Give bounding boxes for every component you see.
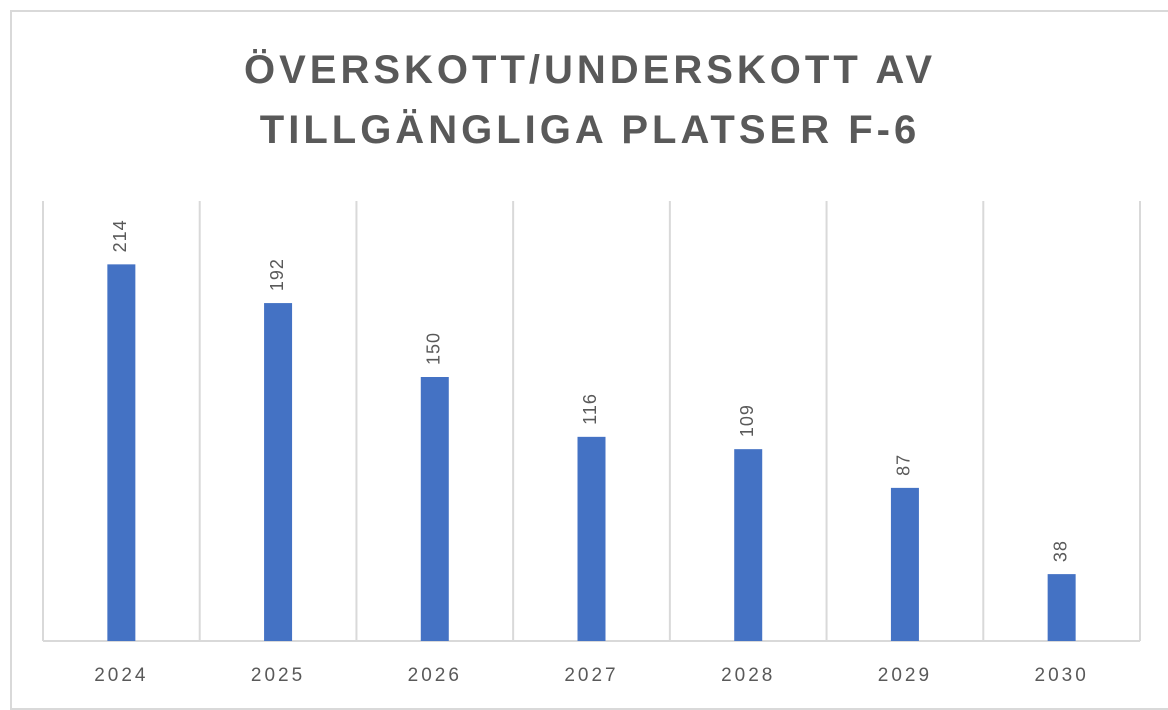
x-tick-label: 2029: [878, 665, 932, 686]
x-tick-label: 2024: [94, 665, 148, 686]
x-tick-label: 2030: [1035, 665, 1089, 686]
chart-title: ÖVERSKOTT/UNDERSKOTT AV TILLGÄNGLIGA PLA…: [243, 48, 937, 152]
bar: [577, 436, 606, 641]
data-label: 214: [110, 219, 130, 252]
bar: [1047, 574, 1076, 641]
data-label: 38: [1050, 540, 1070, 562]
bar: [734, 449, 763, 641]
bar: [890, 487, 919, 641]
data-label: 87: [894, 454, 914, 476]
x-tick-label: 2025: [251, 665, 305, 686]
x-tick-label: 2028: [721, 665, 775, 686]
data-label: 109: [737, 404, 757, 437]
bar: [107, 264, 136, 641]
data-label: 116: [580, 393, 600, 425]
x-tick-label: 2027: [564, 665, 618, 686]
data-label: 150: [424, 332, 444, 365]
x-tick-label: 2026: [408, 665, 462, 686]
data-label: 192: [267, 258, 287, 291]
bar: [264, 303, 293, 641]
bar: [420, 377, 449, 641]
